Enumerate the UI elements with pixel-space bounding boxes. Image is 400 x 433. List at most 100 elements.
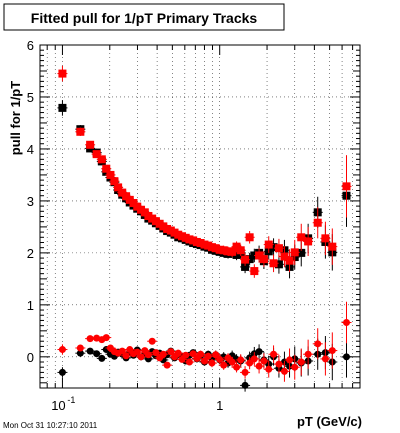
marker xyxy=(159,350,167,358)
data-point xyxy=(91,350,102,358)
data-point xyxy=(150,349,161,357)
marker xyxy=(163,361,171,369)
data-point xyxy=(279,246,290,267)
marker xyxy=(204,352,212,360)
data-point xyxy=(303,226,314,256)
data-point xyxy=(132,348,143,356)
data-point xyxy=(210,350,221,359)
data-point xyxy=(240,379,251,392)
data-points xyxy=(57,65,352,392)
marker xyxy=(182,351,190,359)
data-point xyxy=(113,183,124,192)
marker xyxy=(189,350,197,358)
marker xyxy=(148,337,156,345)
marker xyxy=(58,103,67,112)
data-point xyxy=(165,348,176,356)
marker xyxy=(152,349,160,357)
data-point xyxy=(105,170,116,179)
title-box xyxy=(3,3,285,31)
data-point xyxy=(227,246,238,258)
marker xyxy=(297,358,305,366)
data-point xyxy=(327,228,338,265)
data-point xyxy=(85,347,96,355)
data-point xyxy=(341,155,352,218)
marker xyxy=(245,233,254,242)
data-point xyxy=(184,358,195,366)
marker xyxy=(342,353,350,361)
marker xyxy=(313,218,322,227)
x-axis-label: pT (GeV/c) xyxy=(297,414,362,429)
marker xyxy=(228,358,236,366)
y-tick-label: 5 xyxy=(27,90,34,105)
data-point xyxy=(240,366,251,379)
marker xyxy=(58,346,66,354)
marker xyxy=(255,251,264,260)
marker xyxy=(328,242,337,251)
tick-labels: 0 1 2 3 4 5 6 10 -1 1 xyxy=(27,38,224,413)
marker xyxy=(255,362,263,370)
data-point xyxy=(249,264,260,278)
data-point xyxy=(173,349,184,357)
data-point xyxy=(263,360,274,378)
marker xyxy=(208,359,216,367)
marker xyxy=(76,349,84,357)
data-point xyxy=(96,155,107,164)
data-point xyxy=(203,352,214,360)
data-point xyxy=(85,335,96,343)
data-point xyxy=(162,361,173,369)
y-tick-label: 1 xyxy=(27,298,34,313)
marker xyxy=(286,356,294,364)
marker xyxy=(314,340,322,348)
marker xyxy=(86,347,94,355)
marker xyxy=(76,127,85,136)
data-point xyxy=(235,354,246,366)
marker xyxy=(291,363,299,371)
marker xyxy=(264,240,273,249)
marker xyxy=(102,164,111,173)
data-point xyxy=(57,65,68,82)
data-point xyxy=(312,207,323,239)
x-tick-label: 10 xyxy=(51,398,65,413)
marker xyxy=(232,250,241,259)
data-point xyxy=(273,238,284,258)
marker xyxy=(280,252,289,261)
marker xyxy=(269,259,278,268)
data-point xyxy=(284,249,295,273)
marker xyxy=(280,367,288,375)
data-point xyxy=(188,350,199,358)
data-point xyxy=(341,301,352,344)
data-point xyxy=(158,350,169,358)
y-tick-label: 0 xyxy=(27,350,34,365)
data-point xyxy=(231,362,242,373)
x-tick-label-exponent: -1 xyxy=(67,395,75,405)
marker xyxy=(58,368,66,376)
marker xyxy=(241,368,249,376)
data-point xyxy=(195,350,206,358)
marker xyxy=(200,357,208,365)
series-1 xyxy=(57,65,352,382)
data-point xyxy=(240,253,251,266)
data-point xyxy=(268,254,279,273)
marker xyxy=(275,360,283,368)
data-point xyxy=(206,358,217,368)
data-point xyxy=(320,342,331,376)
marker xyxy=(212,351,220,359)
marker xyxy=(233,363,241,371)
x-tick-label: 1 xyxy=(216,398,223,413)
data-point xyxy=(85,140,96,149)
data-point xyxy=(101,334,112,342)
y-tick-label: 6 xyxy=(27,38,34,53)
marker xyxy=(137,353,145,361)
marker xyxy=(92,150,101,159)
data-point xyxy=(289,354,300,380)
plot-frame xyxy=(39,44,361,389)
marker xyxy=(321,355,329,363)
marker xyxy=(122,352,130,360)
marker xyxy=(241,262,250,271)
data-point xyxy=(214,355,225,364)
timestamp: Mon Oct 31 10:27:10 2011 xyxy=(3,421,98,430)
marker xyxy=(86,140,95,149)
marker xyxy=(110,177,119,186)
marker xyxy=(274,260,283,269)
marker xyxy=(290,248,299,257)
